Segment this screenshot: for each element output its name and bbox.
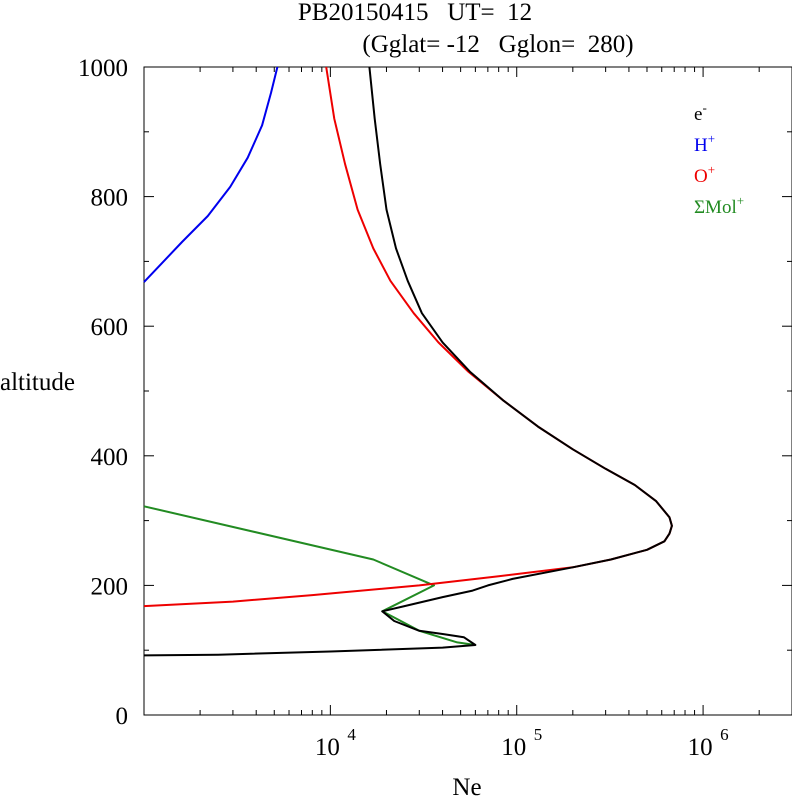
plot-frame: [143, 66, 792, 716]
legend: e- H+ O+ ΣMol+: [694, 100, 744, 218]
x-axis-label: Ne: [452, 774, 481, 796]
series-line-4: [143, 66, 673, 657]
y-tick-label: 0: [116, 703, 129, 730]
x-tick-label-exponent: 6: [720, 725, 729, 744]
x-tick-label-exponent: 4: [347, 725, 356, 744]
y-axis-label: altitude: [0, 369, 75, 396]
legend-entry: O+: [694, 162, 715, 187]
x-tick-label-exponent: 5: [534, 725, 543, 744]
legend-entry: e-: [694, 100, 707, 125]
legend-entry: H+: [694, 131, 715, 156]
x-axis: 10 4 10 5 10 6: [143, 67, 792, 761]
x-tick-label: 10: [315, 734, 340, 761]
x-tick-label: 10: [501, 734, 526, 761]
y-tick-label: 200: [91, 573, 129, 600]
series-line-1: [143, 505, 476, 646]
legend-entry: ΣMol+: [694, 193, 744, 218]
y-tick-label: 600: [91, 314, 129, 341]
x-tick-label: 10: [688, 734, 713, 761]
chart-title-line2: (Gglat= -12 Gglon= 280): [362, 31, 633, 58]
curves-group: [143, 66, 673, 657]
y-tick-label: 400: [91, 444, 129, 471]
y-axis: 0 200 400 600 800 1000: [78, 55, 792, 730]
series-line-2: [143, 66, 279, 283]
y-tick-label: 1000: [78, 55, 128, 82]
y-tick-label: 800: [91, 185, 129, 212]
chart-title-line1: PB20150415 UT= 12: [298, 0, 532, 26]
